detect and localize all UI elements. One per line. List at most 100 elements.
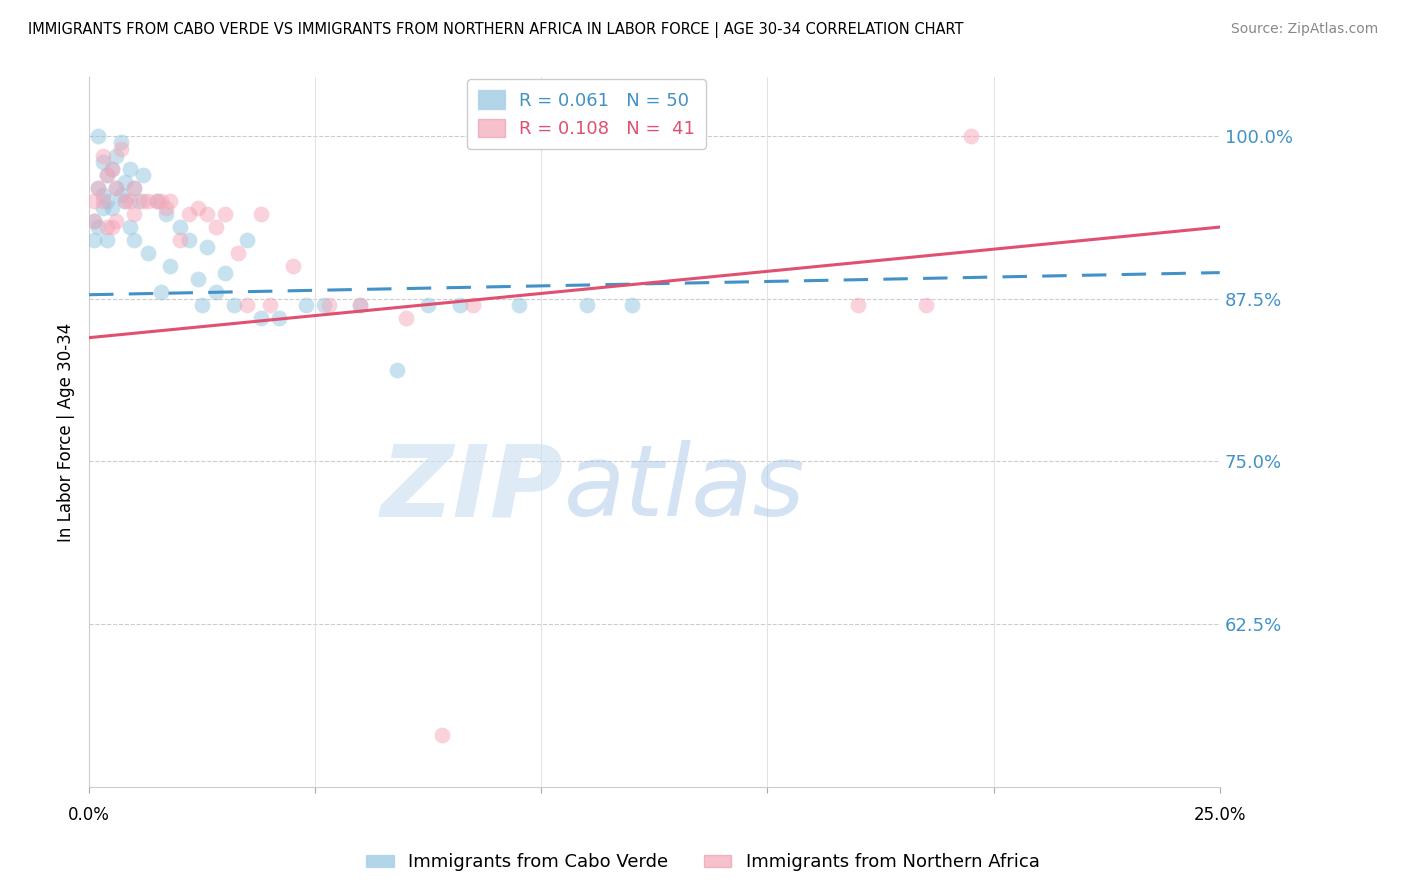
Point — [118, 220, 141, 235]
Point — [110, 142, 132, 156]
Point — [914, 298, 936, 312]
Point — [100, 201, 122, 215]
Point — [124, 181, 146, 195]
Point — [91, 194, 114, 208]
Point — [118, 161, 141, 176]
Point — [96, 194, 118, 208]
Point — [91, 148, 114, 162]
Point — [250, 311, 273, 326]
Point — [295, 298, 318, 312]
Point — [100, 161, 122, 176]
Point — [155, 207, 177, 221]
Point — [620, 298, 643, 312]
Point — [96, 220, 118, 235]
Point — [146, 194, 169, 208]
Point — [177, 233, 200, 247]
Point — [105, 181, 128, 195]
Point — [105, 213, 128, 227]
Point — [222, 298, 245, 312]
Text: 25.0%: 25.0% — [1194, 806, 1246, 824]
Point — [110, 136, 132, 150]
Point — [259, 298, 281, 312]
Point — [430, 727, 453, 741]
Point — [195, 207, 218, 221]
Text: Source: ZipAtlas.com: Source: ZipAtlas.com — [1230, 22, 1378, 37]
Text: ZIP: ZIP — [381, 441, 564, 537]
Point — [110, 187, 132, 202]
Point — [100, 161, 122, 176]
Point — [114, 194, 136, 208]
Point — [83, 194, 105, 208]
Point — [124, 233, 146, 247]
Point — [508, 298, 530, 312]
Point — [385, 363, 408, 377]
Point — [155, 201, 177, 215]
Point — [136, 194, 159, 208]
Point — [105, 148, 128, 162]
Point — [236, 298, 259, 312]
Point — [100, 220, 122, 235]
Point — [281, 259, 304, 273]
Text: IMMIGRANTS FROM CABO VERDE VS IMMIGRANTS FROM NORTHERN AFRICA IN LABOR FORCE | A: IMMIGRANTS FROM CABO VERDE VS IMMIGRANTS… — [28, 22, 963, 38]
Y-axis label: In Labor Force | Age 30-34: In Labor Force | Age 30-34 — [58, 322, 75, 541]
Point — [214, 207, 236, 221]
Point — [187, 201, 209, 215]
Point — [195, 239, 218, 253]
Point — [83, 213, 105, 227]
Point — [83, 233, 105, 247]
Point — [214, 266, 236, 280]
Point — [124, 207, 146, 221]
Point — [204, 285, 226, 300]
Point — [349, 298, 371, 312]
Point — [91, 187, 114, 202]
Point — [318, 298, 340, 312]
Point — [87, 128, 110, 143]
Point — [187, 272, 209, 286]
Point — [236, 233, 259, 247]
Point — [114, 175, 136, 189]
Point — [395, 311, 418, 326]
Point — [150, 285, 173, 300]
Point — [449, 298, 471, 312]
Point — [169, 233, 191, 247]
Point — [83, 213, 105, 227]
Point — [159, 194, 181, 208]
Point — [267, 311, 290, 326]
Point — [114, 194, 136, 208]
Point — [169, 220, 191, 235]
Point — [118, 194, 141, 208]
Point — [463, 298, 485, 312]
Point — [177, 207, 200, 221]
Point — [349, 298, 371, 312]
Point — [136, 246, 159, 260]
Point — [204, 220, 226, 235]
Point — [128, 194, 150, 208]
Point — [124, 181, 146, 195]
Point — [96, 233, 118, 247]
Point — [418, 298, 440, 312]
Point — [960, 128, 983, 143]
Point — [250, 207, 273, 221]
Point — [226, 246, 249, 260]
Point — [314, 298, 336, 312]
Point — [575, 298, 598, 312]
Point — [146, 194, 169, 208]
Point — [87, 181, 110, 195]
Point — [132, 168, 155, 182]
Point — [191, 298, 214, 312]
Point — [91, 201, 114, 215]
Point — [91, 155, 114, 169]
Point — [87, 181, 110, 195]
Point — [105, 181, 128, 195]
Point — [96, 168, 118, 182]
Text: atlas: atlas — [564, 441, 806, 537]
Text: 0.0%: 0.0% — [67, 806, 110, 824]
Point — [150, 194, 173, 208]
Point — [132, 194, 155, 208]
Legend: Immigrants from Cabo Verde, Immigrants from Northern Africa: Immigrants from Cabo Verde, Immigrants f… — [359, 847, 1047, 879]
Point — [96, 168, 118, 182]
Point — [87, 220, 110, 235]
Point — [846, 298, 869, 312]
Point — [159, 259, 181, 273]
Legend: R = 0.061   N = 50, R = 0.108   N =  41: R = 0.061 N = 50, R = 0.108 N = 41 — [467, 79, 706, 149]
